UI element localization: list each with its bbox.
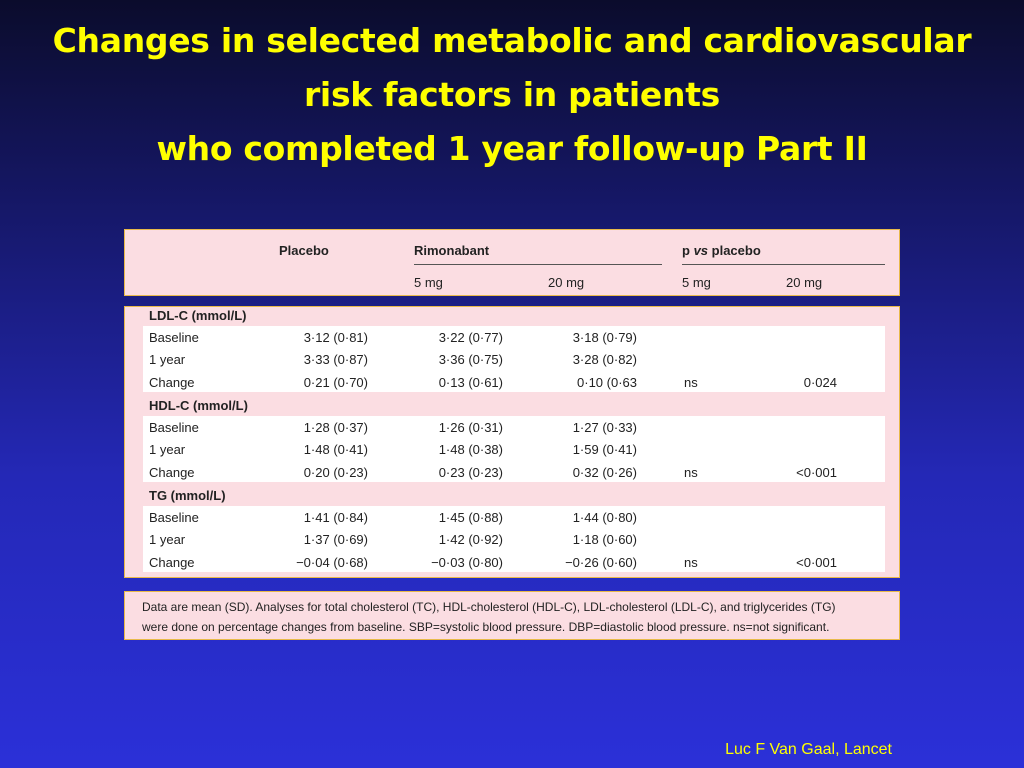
table-body-panel: LDL-C (mmol/L) Baseline 3·12 (0·81) 3·22… — [124, 306, 900, 578]
subheader-rimo-5mg: 5 mg — [414, 275, 443, 290]
cell-p-20mg: <0·001 — [796, 555, 837, 570]
slide-title: Changes in selected metabolic and cardio… — [0, 14, 1024, 176]
row-label: Baseline — [149, 420, 199, 435]
cell-p-20mg: <0·001 — [796, 465, 837, 480]
cell-rimo-20mg: −0·26 (0·60) — [565, 555, 637, 570]
row-label: Change — [149, 555, 195, 570]
row-label: 1 year — [149, 442, 186, 457]
cell-rimo-5mg: 3·36 (0·75) — [438, 352, 503, 367]
source-credit: Luc F Van Gaal, Lancet — [725, 741, 892, 758]
cell-placebo: 3·12 (0·81) — [303, 330, 368, 345]
row-label: Change — [149, 375, 195, 390]
cell-rimo-20mg: 1·27 (0·33) — [572, 420, 637, 435]
subheader-p-20mg: 20 mg — [786, 275, 823, 290]
footnote-panel: Data are mean (SD). Analyses for total c… — [124, 591, 900, 640]
row-band — [143, 326, 885, 392]
cell-rimo-5mg: 1·26 (0·31) — [438, 420, 503, 435]
row-band — [143, 506, 885, 572]
row-label: 1 year — [149, 532, 186, 547]
rimonabant-rule — [414, 264, 662, 265]
row-label: Change — [149, 465, 195, 480]
cell-p-5mg: ns — [684, 375, 698, 390]
title-line-1: Changes in selected metabolic and cardio… — [52, 21, 972, 60]
cell-rimo-5mg: 3·22 (0·77) — [438, 330, 503, 345]
row-label: Baseline — [149, 510, 199, 525]
p-value-rule — [682, 264, 885, 265]
row-label: Baseline — [149, 330, 199, 345]
cell-rimo-5mg: −0·03 (0·80) — [431, 555, 503, 570]
cell-placebo: 1·28 (0·37) — [303, 420, 368, 435]
cell-rimo-5mg: 1·48 (0·38) — [438, 442, 503, 457]
cell-placebo: 3·33 (0·87) — [303, 352, 368, 367]
cell-placebo: 0·21 (0·70) — [303, 375, 368, 390]
footnote-line-2: were done on percentage changes from bas… — [142, 620, 830, 634]
section-label-ldl: LDL-C (mmol/L) — [149, 308, 247, 323]
row-label: 1 year — [149, 352, 186, 367]
cell-placebo: 1·37 (0·69) — [303, 532, 368, 547]
cell-rimo-20mg: 0·32 (0·26) — [572, 465, 637, 480]
cell-p-5mg: ns — [684, 555, 698, 570]
cell-rimo-5mg: 0·13 (0·61) — [438, 375, 503, 390]
cell-placebo: 1·41 (0·84) — [303, 510, 368, 525]
row-band — [143, 416, 885, 482]
table-header-panel: Placebo Rimonabant p vs placebo 5 mg 20 … — [124, 229, 900, 296]
title-line-2: risk factors in patients — [303, 75, 721, 114]
header-p-vs-placebo: p vs placebo — [682, 243, 761, 258]
cell-p-20mg: 0·024 — [803, 375, 837, 390]
cell-placebo: 0·20 (0·23) — [303, 465, 368, 480]
cell-placebo: 1·48 (0·41) — [303, 442, 368, 457]
section-label-tg: TG (mmol/L) — [149, 488, 226, 503]
cell-rimo-20mg: 0·10 (0·63 — [577, 375, 637, 390]
cell-rimo-5mg: 1·45 (0·88) — [438, 510, 503, 525]
cell-rimo-20mg: 1·18 (0·60) — [572, 532, 637, 547]
footnote-line-1: Data are mean (SD). Analyses for total c… — [142, 600, 836, 614]
cell-rimo-20mg: 1·59 (0·41) — [572, 442, 637, 457]
title-line-3: who completed 1 year follow-up Part II — [156, 129, 868, 168]
header-rimonabant: Rimonabant — [414, 243, 490, 258]
cell-rimo-5mg: 1·42 (0·92) — [438, 532, 503, 547]
cell-rimo-5mg: 0·23 (0·23) — [438, 465, 503, 480]
header-placebo: Placebo — [279, 243, 329, 258]
cell-p-5mg: ns — [684, 465, 698, 480]
cell-rimo-20mg: 3·18 (0·79) — [572, 330, 637, 345]
cell-rimo-20mg: 1·44 (0·80) — [572, 510, 637, 525]
section-label-hdl: HDL-C (mmol/L) — [149, 398, 248, 413]
footnote-text: Data are mean (SD). Analyses for total c… — [142, 597, 887, 637]
cell-placebo: −0·04 (0·68) — [296, 555, 368, 570]
subheader-rimo-20mg: 20 mg — [548, 275, 585, 290]
cell-rimo-20mg: 3·28 (0·82) — [572, 352, 637, 367]
subheader-p-5mg: 5 mg — [682, 275, 711, 290]
